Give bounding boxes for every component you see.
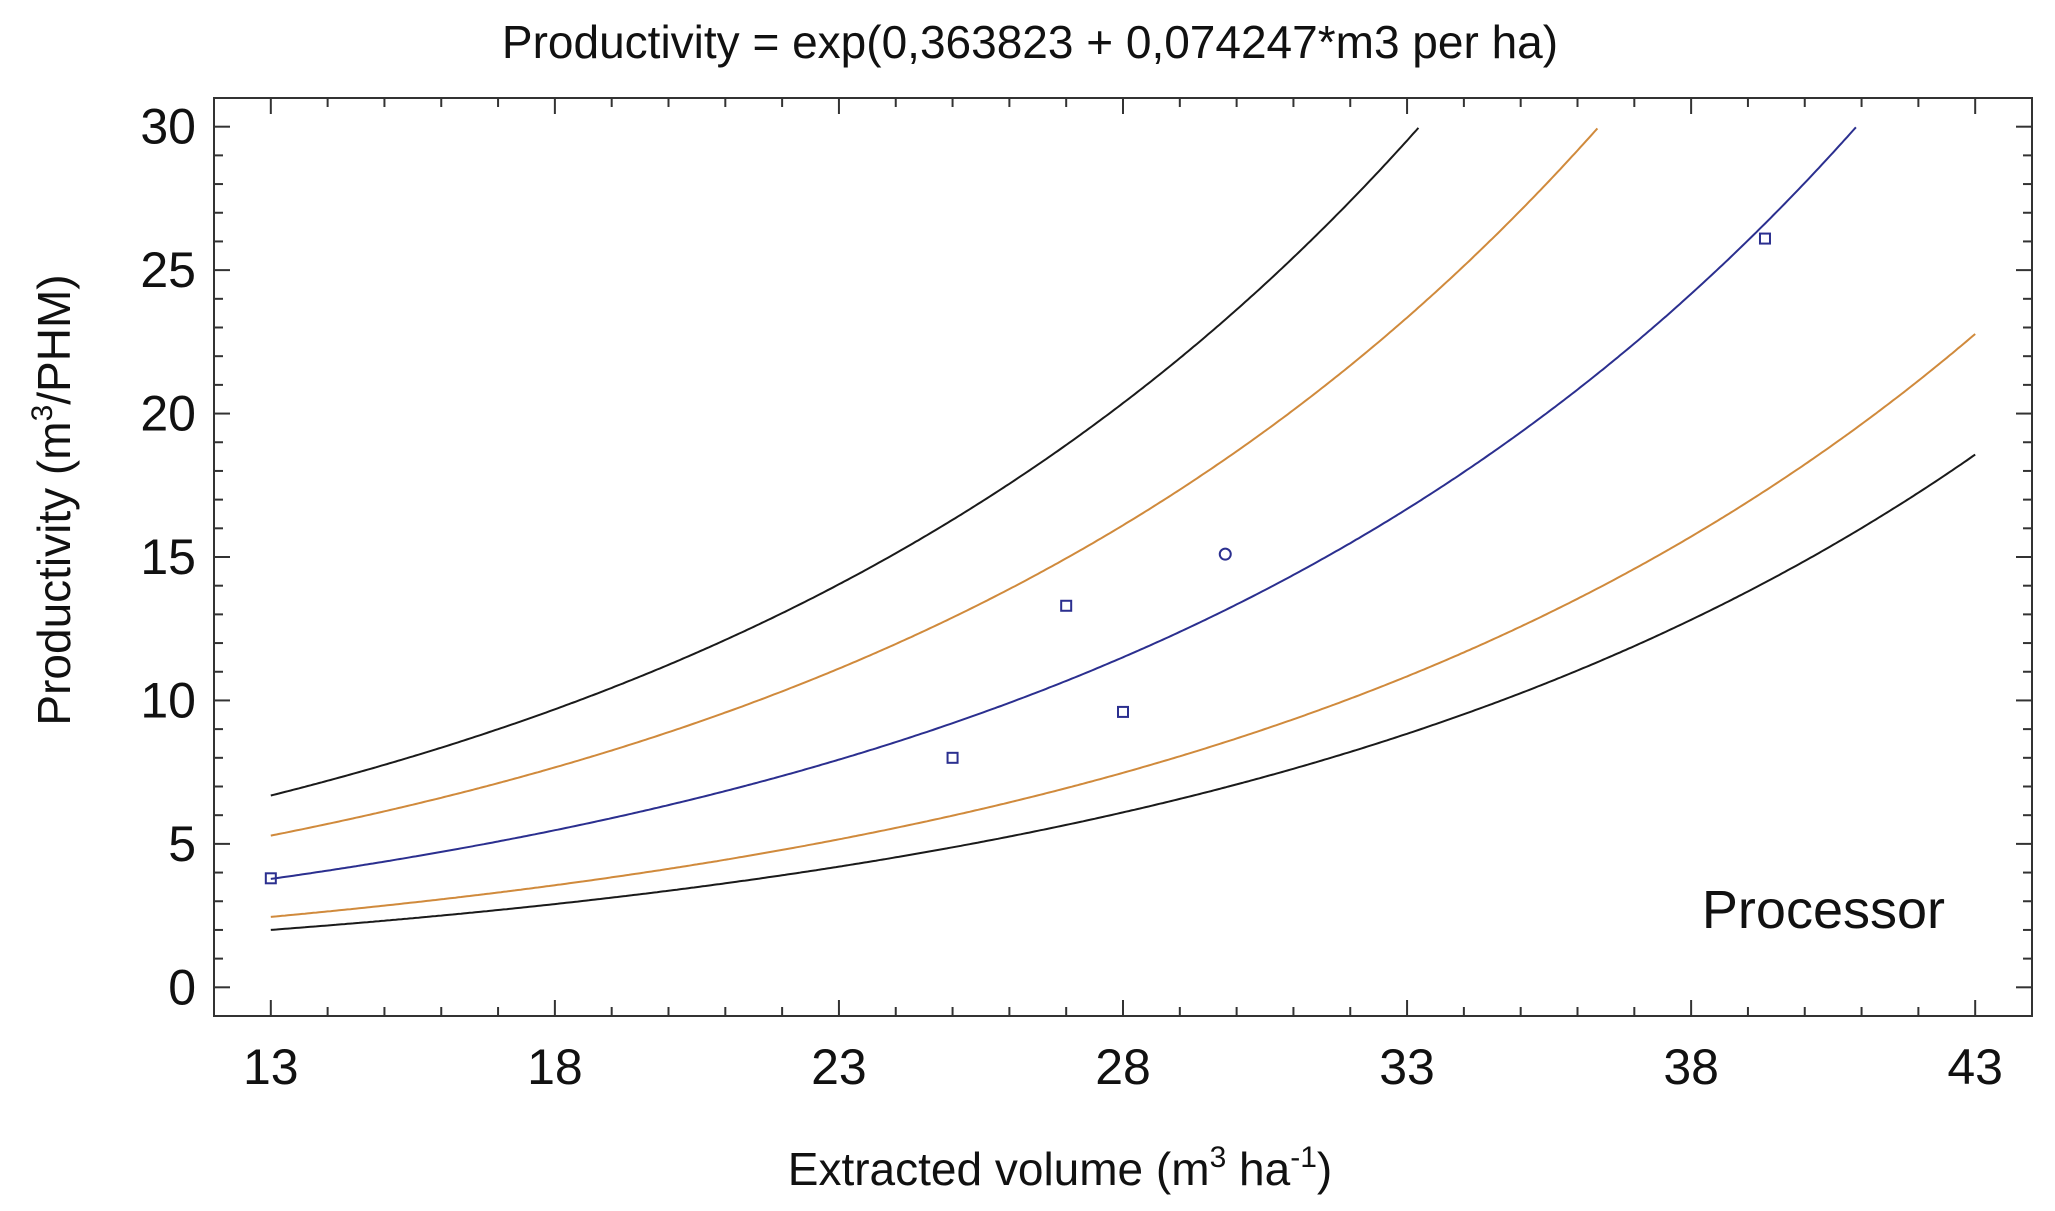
curve-upper-confidence-limit bbox=[270, 127, 1599, 837]
curve-upper-prediction-limit bbox=[270, 127, 1420, 797]
x-tick-label: 23 bbox=[811, 1039, 867, 1095]
x-tick-label: 43 bbox=[1947, 1039, 2003, 1095]
x-tick-label: 18 bbox=[527, 1039, 583, 1095]
y-tick-label: 5 bbox=[168, 816, 196, 872]
y-axis-label: Productivity (m3/PHM) bbox=[26, 274, 80, 725]
curve-lower-confidence-limit bbox=[270, 333, 1976, 918]
annotation-processor: Processor bbox=[1702, 880, 1945, 940]
x-tick-label: 28 bbox=[1095, 1039, 1151, 1095]
y-tick-label: 30 bbox=[140, 99, 196, 155]
curve-lower-prediction-limit bbox=[270, 453, 1976, 931]
x-axis-label: Extracted volume (m3 ha-1) bbox=[788, 1141, 1332, 1195]
x-tick-label: 13 bbox=[243, 1039, 299, 1095]
curve-fitted-model bbox=[270, 126, 1857, 880]
y-tick-label: 25 bbox=[140, 242, 196, 298]
x-tick-label: 33 bbox=[1379, 1039, 1435, 1095]
chart-title: Productivity = exp(0,363823 + 0,074247*m… bbox=[502, 16, 1558, 68]
tick-labels: 13 18 23 28 33 38 43 0 5 10 15 20 25 30 bbox=[140, 99, 2003, 1095]
data-point bbox=[1758, 232, 1771, 245]
y-tick-label: 20 bbox=[140, 386, 196, 442]
y-tick-label: 10 bbox=[140, 672, 196, 728]
x-tick-label: 38 bbox=[1663, 1039, 1719, 1095]
data-point bbox=[264, 872, 277, 885]
y-tick-label: 0 bbox=[168, 959, 196, 1015]
data-point bbox=[946, 751, 959, 764]
data-point bbox=[1060, 599, 1073, 612]
data-point bbox=[1117, 705, 1129, 718]
curves-group bbox=[270, 126, 1976, 931]
data-points bbox=[264, 232, 1771, 885]
data-point bbox=[1218, 547, 1232, 561]
axis-ticks bbox=[213, 98, 2033, 1016]
y-tick-label: 15 bbox=[140, 529, 196, 585]
